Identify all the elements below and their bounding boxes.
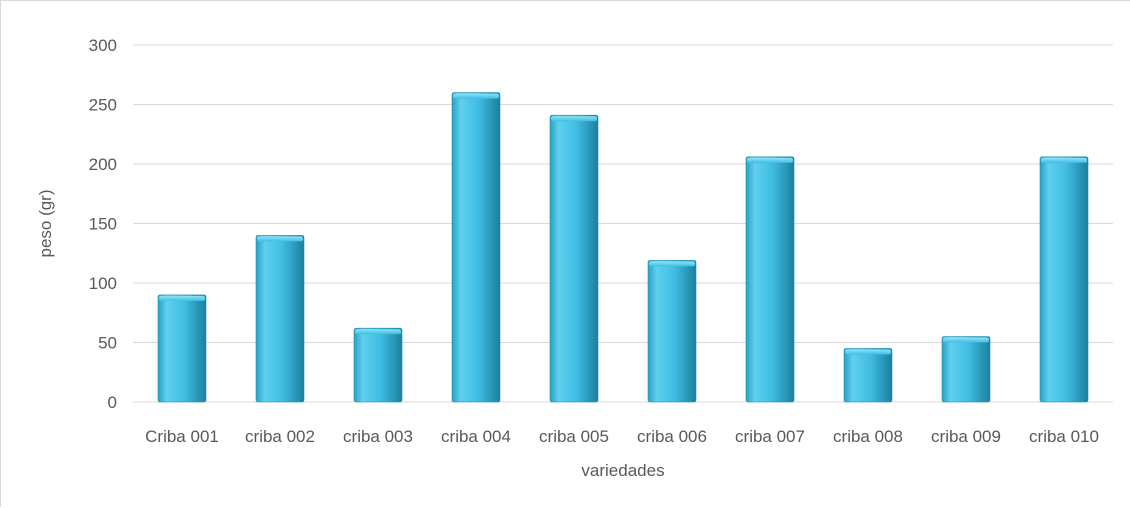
x-tick-label: criba 010 <box>1029 427 1099 446</box>
bar-bevel <box>943 337 989 343</box>
bar-body <box>941 336 991 403</box>
bar-bevel <box>159 295 205 301</box>
bar-body <box>451 92 501 403</box>
bar-bevel <box>845 349 891 355</box>
bar-bevel <box>1041 157 1087 163</box>
bar <box>941 336 991 403</box>
y-tick-label: 50 <box>98 334 117 353</box>
bar <box>549 114 599 403</box>
x-tick-label: criba 007 <box>735 427 805 446</box>
x-tick-labels: Criba 001 criba 002 criba 003 criba 004 crib… <box>145 427 1099 446</box>
x-tick-label: criba 003 <box>343 427 413 446</box>
bar-body <box>647 260 697 403</box>
bar <box>843 348 893 403</box>
y-tick-label: 300 <box>89 36 117 55</box>
bar <box>647 260 697 403</box>
bar <box>745 156 795 403</box>
bar-body <box>745 156 795 403</box>
bar-bevel <box>257 236 303 242</box>
y-tick-label: 100 <box>89 274 117 293</box>
bar-body <box>843 348 893 403</box>
y-tick-label: 200 <box>89 155 117 174</box>
bar-bevel <box>747 157 793 163</box>
bar-bevel <box>453 93 499 99</box>
x-tick-label: criba 004 <box>441 427 511 446</box>
x-tick-label: criba 005 <box>539 427 609 446</box>
bar-bevel <box>355 329 401 335</box>
bar-body <box>353 327 403 403</box>
x-tick-label: criba 009 <box>931 427 1001 446</box>
bar-bevel <box>649 261 695 267</box>
y-tick-label: 250 <box>89 96 117 115</box>
y-tick-labels: 0 50 100 150 200 250 300 <box>89 36 117 412</box>
bar <box>353 327 403 403</box>
bar <box>157 294 207 403</box>
bar <box>1039 156 1089 403</box>
x-tick-label: Criba 001 <box>145 427 219 446</box>
y-tick-label: 0 <box>108 393 117 412</box>
bar-body <box>549 114 599 403</box>
x-tick-label: criba 006 <box>637 427 707 446</box>
bar-body <box>1039 156 1089 403</box>
bar-bevel <box>551 116 597 122</box>
bar-body <box>157 294 207 403</box>
x-tick-label: criba 008 <box>833 427 903 446</box>
x-tick-label: criba 002 <box>245 427 315 446</box>
bar-body <box>255 235 305 403</box>
y-axis-title: peso (gr) <box>36 189 55 257</box>
bar <box>255 235 305 403</box>
bar <box>451 92 501 403</box>
x-axis-title: variedades <box>581 461 664 480</box>
y-tick-label: 150 <box>89 215 117 234</box>
bars <box>157 92 1089 403</box>
